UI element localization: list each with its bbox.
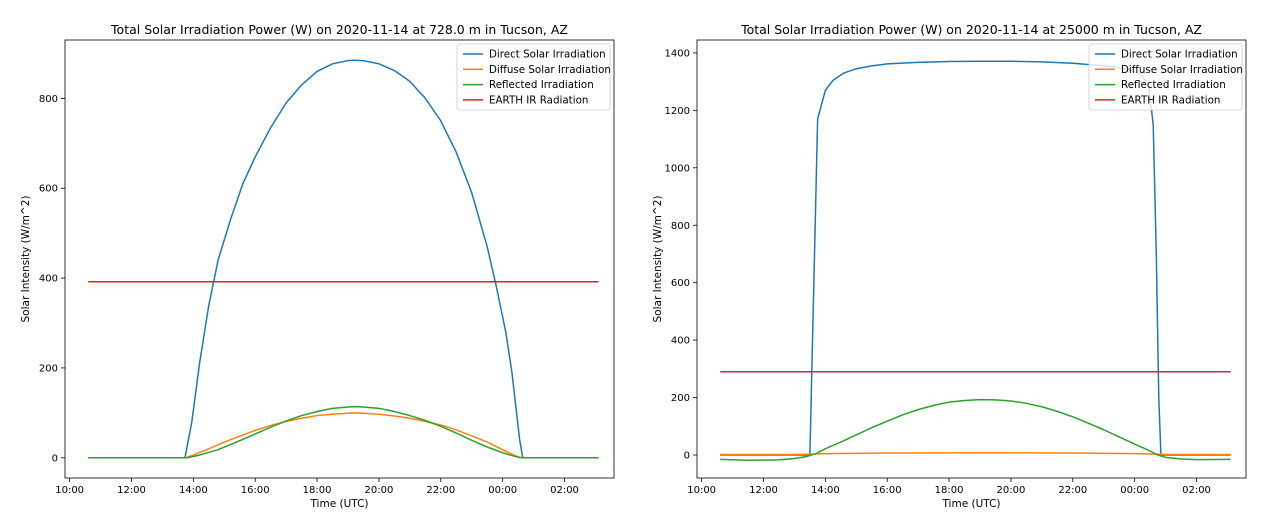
x-tick-label: 02:00 — [1182, 485, 1211, 496]
x-tick-label: 18:00 — [303, 485, 332, 496]
x-axis-label: Time (UTC) — [309, 498, 368, 510]
plot-area — [88, 59, 599, 459]
x-tick-label: 20:00 — [997, 485, 1026, 496]
chart-title: Total Solar Irradiation Power (W) on 202… — [110, 22, 568, 37]
legend-entry: EARTH IR Radiation — [1121, 95, 1220, 107]
series-line-direct-solar-irradiation — [720, 60, 1231, 456]
x-tick-label: 20:00 — [365, 485, 394, 496]
x-tick-label: 14:00 — [179, 485, 208, 496]
series-line-reflected-irradiation — [720, 398, 1231, 461]
legend-box — [1088, 43, 1243, 111]
series-line-diffuse-solar-irradiation — [88, 412, 599, 459]
x-tick-label: 02:00 — [550, 485, 579, 496]
y-tick-label: 1200 — [665, 106, 690, 117]
axes-frame — [64, 39, 615, 479]
legend-box — [456, 43, 611, 111]
y-tick-label: 1400 — [665, 48, 690, 59]
legend-entry: Direct Solar Irradiation — [489, 49, 606, 61]
plot-area — [720, 60, 1231, 461]
legend-entry: Reflected Irradiation — [489, 79, 594, 91]
axes-frame — [696, 39, 1247, 479]
x-tick-label: 12:00 — [749, 485, 778, 496]
left-chart: Total Solar Irradiation Power (W) on 202… — [20, 22, 615, 510]
y-tick-label: 0 — [52, 453, 58, 464]
legend-entry: Reflected Irradiation — [1121, 79, 1226, 91]
y-axis-label: Solar Intensity (W/m^2) — [20, 196, 32, 323]
x-tick-label: 00:00 — [1120, 485, 1149, 496]
legend-entry: Diffuse Solar Irradiation — [1121, 64, 1243, 76]
y-tick-label: 600 — [671, 278, 690, 289]
y-tick-label: 800 — [671, 221, 690, 232]
legend: Direct Solar Irradiation Diffuse Solar Ir… — [456, 43, 611, 111]
series-line-direct-solar-irradiation — [88, 59, 599, 459]
y-tick-label: 1000 — [665, 163, 690, 174]
y-tick-label: 400 — [39, 274, 58, 285]
x-tick-label: 22:00 — [426, 485, 455, 496]
y-tick-label: 800 — [39, 94, 58, 105]
x-tick-label: 10:00 — [687, 485, 716, 496]
y-tick-label: 0 — [684, 451, 690, 462]
y-tick-label: 200 — [671, 393, 690, 404]
x-tick-label: 16:00 — [241, 485, 270, 496]
y-axis-label: Solar Intensity (W/m^2) — [652, 196, 664, 323]
x-tick-label: 18:00 — [935, 485, 964, 496]
legend: Direct Solar Irradiation Diffuse Solar Ir… — [1088, 43, 1243, 111]
legend-entry: EARTH IR Radiation — [489, 95, 588, 107]
x-tick-label: 16:00 — [873, 485, 902, 496]
y-tick-label: 600 — [39, 184, 58, 195]
y-tick-label: 200 — [39, 363, 58, 374]
x-tick-label: 14:00 — [811, 485, 840, 496]
x-tick-label: 12:00 — [117, 485, 146, 496]
chart-title: Total Solar Irradiation Power (W) on 202… — [740, 22, 1202, 37]
y-tick-label: 400 — [671, 336, 690, 347]
legend-entry: Diffuse Solar Irradiation — [489, 64, 611, 76]
x-axis-label: Time (UTC) — [941, 498, 1000, 510]
series-line-reflected-irradiation — [88, 405, 599, 459]
legend-entry: Direct Solar Irradiation — [1121, 49, 1238, 61]
x-tick-label: 00:00 — [488, 485, 517, 496]
x-tick-label: 10:00 — [55, 485, 84, 496]
right-chart: Total Solar Irradiation Power (W) on 202… — [652, 22, 1247, 510]
x-tick-label: 22:00 — [1058, 485, 1087, 496]
